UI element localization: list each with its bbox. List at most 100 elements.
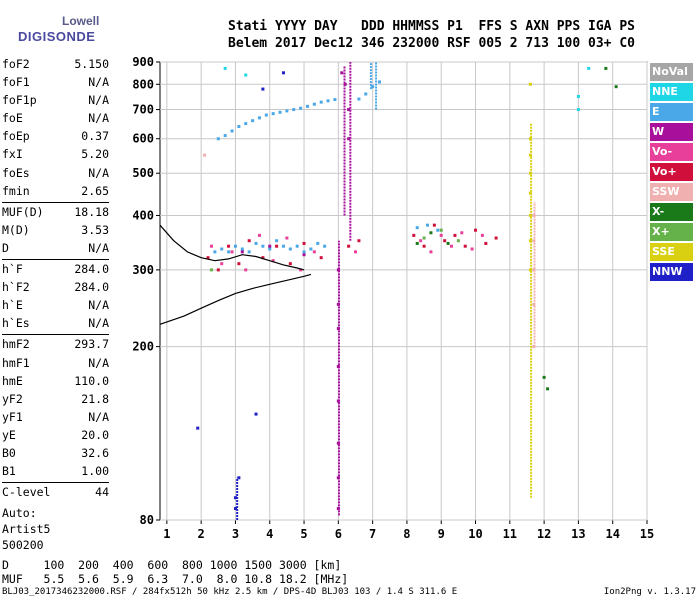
param-value: 0.37	[81, 129, 109, 144]
echo-point	[546, 387, 550, 391]
echo-point	[271, 259, 275, 263]
param-row: foF1 N/A	[2, 73, 109, 91]
auto-info-line: 500200	[2, 538, 44, 553]
legend-item: W	[650, 123, 693, 141]
param-row: D N/A	[2, 239, 109, 257]
param-value: N/A	[88, 409, 109, 424]
echo-point	[288, 262, 292, 266]
echo-point	[446, 241, 450, 245]
echo-point	[494, 236, 498, 240]
x-tick-label: 9	[438, 527, 445, 541]
echo-point	[443, 239, 447, 243]
x-tick-label: 8	[403, 527, 410, 541]
echo-point	[302, 250, 306, 254]
echo-point	[257, 116, 261, 120]
echo-point	[220, 247, 224, 251]
parameter-panel: foF2 5.150 foF1 N/A foF1p N/A foE N/A foEp 0.37 fx…	[2, 55, 109, 553]
echo-point	[237, 476, 241, 480]
echo-point	[532, 345, 536, 349]
logo-top-text: Lowell	[62, 14, 100, 28]
header-line-2: Belem 2017 Dec12 346 232000 RSF 005 2 71…	[228, 36, 635, 51]
param-divider	[2, 334, 109, 336]
logo-bottom-text: DIGISONDE	[18, 29, 96, 44]
param-name: h`F	[2, 262, 23, 277]
echo-point	[528, 82, 532, 86]
echo-point	[340, 71, 344, 75]
trace-curve	[159, 224, 305, 271]
echo-point	[336, 327, 340, 331]
echo-point	[336, 476, 340, 480]
param-value: N/A	[88, 316, 109, 331]
echo-point	[528, 153, 532, 157]
echo-point	[319, 100, 323, 104]
param-name: C-level	[2, 485, 51, 500]
param-name: MUF(D)	[2, 204, 44, 219]
echo-point	[268, 244, 272, 248]
echo-point	[216, 268, 220, 272]
x-tick-label: 10	[468, 527, 482, 541]
echo-point	[357, 97, 361, 101]
echo-point	[532, 213, 536, 217]
legend-item: X-	[650, 203, 693, 221]
param-value: 5.150	[74, 57, 109, 71]
x-tick-label: 2	[198, 527, 205, 541]
param-row: fxI 5.20	[2, 145, 109, 163]
y-tick-label: 800	[132, 77, 154, 91]
param-value: 2.65	[81, 183, 109, 198]
param-value: 110.0	[74, 373, 109, 388]
legend-item: NNW	[650, 263, 693, 281]
echo-point	[532, 239, 536, 243]
echo-point	[312, 102, 316, 106]
legend-item: SSE	[650, 243, 693, 261]
param-value: 18.18	[74, 204, 109, 219]
echo-point	[412, 233, 416, 237]
param-name: foEs	[2, 165, 30, 180]
echo-point	[264, 113, 268, 117]
param-row: foE N/A	[2, 109, 109, 127]
echo-point	[285, 236, 289, 240]
param-value: 44	[95, 485, 109, 500]
echo-point	[336, 441, 340, 445]
echo-point	[271, 112, 275, 116]
echo-point	[429, 231, 433, 235]
echo-point	[439, 233, 443, 237]
echo-point	[587, 66, 591, 70]
echo-point	[347, 108, 351, 112]
param-row: M(D) 3.53	[2, 221, 109, 239]
param-name: D	[2, 240, 9, 255]
distance-row: D 100 200 400 600 800 1000 1500 3000 [km…	[2, 558, 342, 572]
param-row: hmE 110.0	[2, 372, 109, 390]
echo-point	[542, 375, 546, 379]
legend-item: X+	[650, 223, 693, 241]
echo-point	[299, 268, 303, 272]
echo-point	[227, 244, 231, 248]
echo-point	[528, 239, 532, 243]
echo-point	[254, 241, 258, 245]
param-row: yF1 N/A	[2, 408, 109, 426]
echo-point	[419, 239, 423, 243]
station-header: Stati YYYY DAY DDD HHMMSS P1 FFS S AXN P…	[228, 18, 635, 52]
legend-item: Vo-	[650, 143, 693, 161]
x-tick-label: 7	[369, 527, 376, 541]
echo-point	[254, 412, 258, 416]
echo-point	[220, 262, 224, 266]
echo-point	[295, 244, 299, 248]
param-row: foF1p N/A	[2, 91, 109, 109]
x-tick-label: 11	[503, 527, 517, 541]
param-value: 284.0	[74, 262, 109, 277]
muf-distance-table: D 100 200 400 600 800 1000 1500 3000 [km…	[2, 558, 348, 586]
echo-point	[422, 244, 426, 248]
param-value: N/A	[88, 111, 109, 126]
echo-point	[230, 250, 234, 254]
echo-point	[353, 250, 357, 254]
echo-point	[528, 171, 532, 175]
echo-point	[223, 66, 227, 70]
echo-point	[203, 153, 207, 157]
param-value: 3.53	[81, 222, 109, 237]
legend-item: Vo+	[650, 163, 693, 181]
echo-point	[278, 110, 282, 114]
param-divider	[2, 201, 109, 203]
auto-info-line: Auto:	[2, 506, 37, 521]
echo-point	[470, 247, 474, 251]
param-value: 20.0	[81, 427, 109, 442]
